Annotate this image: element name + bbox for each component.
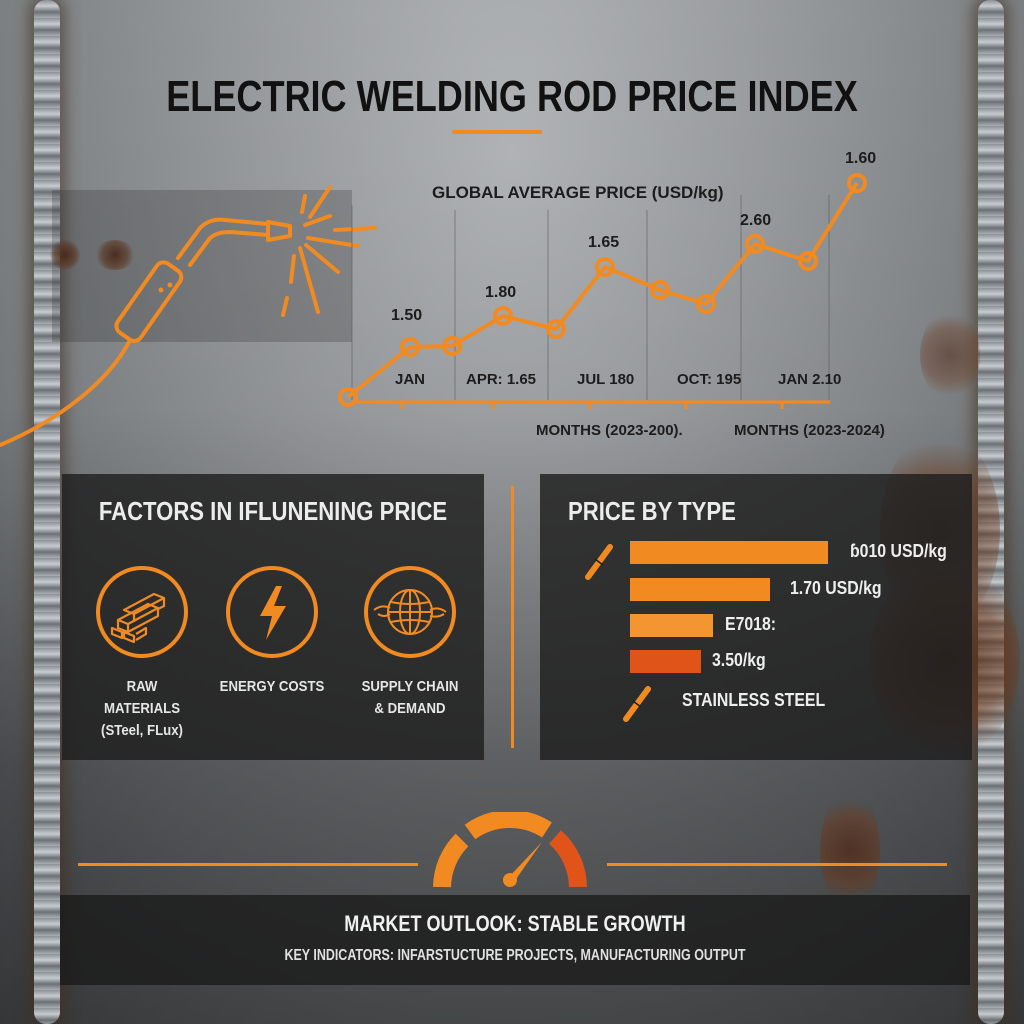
rust-patch <box>820 790 880 910</box>
globe-icon <box>364 566 456 658</box>
x-tick-label: JAN <box>395 371 425 388</box>
point-label: 1.50 <box>391 307 422 324</box>
rust-patch <box>920 310 980 400</box>
welding-torch-icon <box>0 185 377 447</box>
welding-rod-icon <box>623 686 651 722</box>
outlook-headline: MARKET OUTLOOK: STABLE GROWTH <box>344 911 686 936</box>
weld-seam-left <box>34 0 60 1024</box>
bar-value-label: 1.70 USD/kg <box>790 578 882 598</box>
bar-value-label: ɓ010 USD/kg <box>850 541 947 561</box>
page-title: ELECTRIC WELDING ROD PRICE INDEX <box>166 72 858 121</box>
title-underline <box>452 130 542 134</box>
outlook-indicators: KEY INDICATORS: INFARSTUCTURE PROJECTS, … <box>284 947 746 964</box>
steel-bars-icon <box>96 566 188 658</box>
factor-label: SUPPLY CHAIN & DEMAND <box>361 678 459 717</box>
point-label: 1.80 <box>485 284 516 301</box>
bar-e6013 <box>630 578 770 601</box>
x-axis-label-left: MONTHS (2023-200). <box>536 422 683 439</box>
x-tick-label: JUL 180 <box>577 371 634 388</box>
price-series-line <box>346 181 859 399</box>
price-by-type-title: PRICE BY TYPE <box>568 496 736 526</box>
x-tick-label: OCT: 195 <box>677 371 741 388</box>
welder-panel <box>52 190 352 342</box>
bar-value-label: E7018: <box>725 614 777 634</box>
welding-rod-icon <box>585 544 613 580</box>
factor-label: ENERGY COSTS <box>219 678 325 695</box>
stainless-steel-label: STAINLESS STEEL <box>682 690 826 710</box>
factor-supply-chain: SUPPLY CHAIN & DEMAND <box>350 566 470 720</box>
bar-value-label: 3.50/kg <box>712 650 766 670</box>
factors-title: FACTORS IN IFLUNENING PRICE <box>98 496 448 526</box>
factor-label: RAW MATERIALS (STeel, FLux) <box>101 678 183 739</box>
market-outlook-banner: MARKET OUTLOOK: STABLE GROWTH KEY INDICA… <box>60 895 970 985</box>
price-by-type-panel: PRICE BY TYPE ɓ010 USD/kg 1.70 USD/kg E7… <box>540 474 972 760</box>
point-label: 1.65 <box>588 234 619 251</box>
chart-subtitle: GLOBAL AVERAGE PRICE (USD/kg) <box>432 183 724 202</box>
bar-stainless-steel <box>630 650 701 673</box>
x-tick-label: JAN 2.10 <box>778 371 841 388</box>
factors-panel: FACTORS IN IFLUNENING PRICE RAW MATERIAL… <box>62 474 484 760</box>
bar-e7018 <box>630 614 713 637</box>
lightning-bolt-icon <box>226 566 318 658</box>
rust-spot <box>95 240 135 270</box>
x-axis <box>352 400 830 409</box>
speedometer-icon <box>433 812 587 888</box>
gauge-line-right <box>607 863 947 866</box>
x-axis-label-right: MONTHS (2023-2024) <box>734 422 885 439</box>
factor-raw-materials: RAW MATERIALS (STeel, FLux) <box>82 566 202 742</box>
bar-e6010 <box>630 541 828 564</box>
point-label: 2.60 <box>740 212 771 229</box>
factor-energy-costs: ENERGY COSTS <box>212 566 332 698</box>
point-label: 1.60 <box>845 150 876 167</box>
data-points <box>338 173 867 407</box>
panel-divider <box>511 486 514 748</box>
line-chart: GLOBAL AVERAGE PRICE (USD/kg) 1.50 1.80 … <box>0 150 885 447</box>
x-tick-label: APR: 1.65 <box>466 371 536 388</box>
gauge-line-left <box>78 863 418 866</box>
rust-spot <box>50 240 80 270</box>
